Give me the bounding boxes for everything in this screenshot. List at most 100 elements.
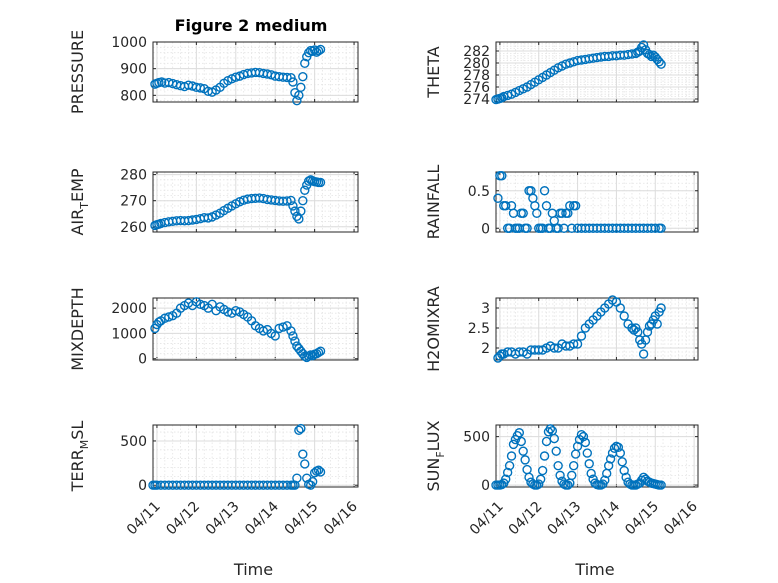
pressure-point bbox=[195, 83, 206, 93]
pressure-ylabel: PRESSURE bbox=[68, 30, 87, 114]
sun-flux-xtick-label: 04/12 bbox=[506, 499, 546, 539]
pressure-point bbox=[286, 73, 296, 83]
sun-flux-ytick-label: 500 bbox=[463, 430, 490, 446]
mixdepth-ylabel-main: MIXDEPTH bbox=[68, 287, 87, 370]
terr-msl-xtick-label: 04/13 bbox=[203, 499, 243, 539]
theta-ytick-label: 282 bbox=[463, 44, 490, 60]
theta-ylabel: THETA bbox=[424, 46, 443, 98]
h2omixra-ytick-label: 3 bbox=[481, 301, 490, 317]
pressure-axes-frame bbox=[152, 41, 359, 103]
sun-flux-point bbox=[617, 457, 627, 467]
theta-point bbox=[638, 40, 649, 50]
terr-msl-panel: 0 500 TERRMSL 04/11 04/12 04/13 04/14 04/15 04/1… bbox=[68, 421, 361, 579]
air-temp-point bbox=[290, 206, 300, 216]
h2omixra-ylabel: H2OMIXRA bbox=[424, 286, 443, 372]
mixdepth-point bbox=[288, 331, 298, 341]
pressure-point bbox=[298, 71, 308, 82]
h2omixra-point bbox=[638, 349, 649, 359]
theta-minor-grid bbox=[496, 42, 698, 102]
air-temp-ytick-label: 280 bbox=[120, 168, 147, 184]
terr-msl-point bbox=[300, 459, 310, 469]
sun-flux-point bbox=[545, 424, 556, 434]
air-temp-point bbox=[203, 213, 213, 223]
theta-ytick-label: 276 bbox=[463, 80, 490, 96]
mixdepth-ytick-label: 0 bbox=[138, 352, 147, 368]
mixdepth-point bbox=[286, 326, 296, 336]
sun-flux-point bbox=[537, 465, 548, 476]
mixdepth-ylabel: MIXDEPTH bbox=[68, 287, 87, 370]
pressure-ytick-label: 900 bbox=[120, 62, 147, 78]
pressure-panel: 800 900 1000 PRESSURE bbox=[68, 30, 359, 114]
rainfall-point bbox=[493, 193, 503, 203]
pressure-point bbox=[300, 58, 310, 69]
h2omixra-panel: 2 2.5 3 H2OMIXRA bbox=[424, 286, 699, 372]
sun-flux-point bbox=[518, 446, 528, 456]
pressure-ytick-label: 1000 bbox=[111, 35, 147, 51]
air-temp-ylabel-tail: EMP bbox=[68, 168, 87, 202]
sun-flux-point bbox=[605, 454, 616, 464]
terr-msl-ylabel: TERRMSL bbox=[68, 421, 91, 493]
rainfall-point bbox=[539, 186, 550, 196]
terr-msl-xtick-label: 04/11 bbox=[124, 499, 164, 539]
sun-flux-point bbox=[516, 436, 526, 447]
terr-msl-axes-box bbox=[152, 424, 359, 488]
terr-msl-ytick-label: 500 bbox=[120, 434, 147, 450]
pressure-point bbox=[282, 72, 292, 83]
rainfall-point bbox=[497, 171, 507, 181]
mixdepth-point bbox=[313, 347, 324, 358]
sun-flux-point bbox=[615, 448, 626, 458]
mixdepth-ytick-label: 2000 bbox=[111, 301, 147, 317]
mixdepth-point bbox=[290, 336, 300, 346]
terr-msl-point bbox=[296, 423, 306, 434]
rainfall-point bbox=[570, 201, 581, 211]
h2omixra-axes-frame bbox=[495, 297, 699, 361]
sun-flux-ylabel-tail: LUX bbox=[424, 420, 443, 451]
rainfall-point bbox=[518, 208, 528, 218]
sun-flux-point bbox=[514, 428, 525, 438]
pressure-point bbox=[292, 95, 302, 106]
h2omixra-point bbox=[642, 327, 653, 337]
air-temp-point bbox=[288, 201, 298, 211]
h2omixra-point bbox=[568, 339, 579, 349]
sun-flux-point bbox=[535, 474, 546, 484]
pressure-point bbox=[313, 46, 324, 56]
air-temp-ylabel-subscript: T bbox=[78, 202, 91, 210]
terr-msl-xtick-label: 04/14 bbox=[242, 498, 282, 538]
sun-flux-point bbox=[502, 467, 513, 478]
air-temp-point bbox=[300, 185, 310, 195]
sun-flux-point bbox=[568, 460, 579, 471]
h2omixra-ytick-label: 2.5 bbox=[468, 321, 490, 337]
mixdepth-point bbox=[315, 346, 326, 356]
sun-flux-point bbox=[582, 448, 592, 458]
mixdepth-point bbox=[270, 331, 280, 341]
rainfall-point bbox=[553, 223, 563, 233]
h2omixra-point bbox=[652, 319, 662, 329]
rainfall-point bbox=[522, 223, 532, 233]
air-temp-point bbox=[286, 195, 296, 206]
sun-flux-point bbox=[524, 472, 534, 483]
sun-flux-point bbox=[520, 455, 530, 465]
pressure-series bbox=[150, 44, 326, 106]
air-temp-ylabel: AIRTEMP bbox=[68, 168, 91, 235]
pressure-ylabel-main: PRESSURE bbox=[68, 30, 87, 114]
air-temp-point bbox=[296, 206, 306, 216]
sun-flux-point bbox=[603, 460, 614, 471]
mixdepth-ytick-label: 1000 bbox=[111, 326, 147, 342]
terr-msl-series bbox=[148, 423, 326, 490]
sun-flux-ytick-label: 0 bbox=[481, 478, 490, 494]
sun-flux-point bbox=[508, 439, 519, 450]
sun-flux-point bbox=[541, 436, 552, 447]
sun-flux-point bbox=[506, 451, 517, 461]
rainfall-ylabel-main: RAINFALL bbox=[424, 165, 443, 240]
theta-point bbox=[502, 90, 513, 101]
sun-flux-xtick-label: 04/14 bbox=[583, 498, 623, 538]
terr-msl-xtick-label: 04/16 bbox=[321, 498, 361, 538]
h2omixra-series bbox=[493, 295, 666, 363]
mixdepth-axes-frame bbox=[152, 297, 359, 361]
air-temp-series bbox=[150, 175, 326, 231]
air-temp-panel: 260 270 280 AIRTEMP bbox=[68, 168, 359, 236]
terr-msl-point bbox=[307, 476, 318, 487]
sun-flux-point bbox=[572, 441, 583, 452]
theta-point bbox=[644, 49, 655, 60]
